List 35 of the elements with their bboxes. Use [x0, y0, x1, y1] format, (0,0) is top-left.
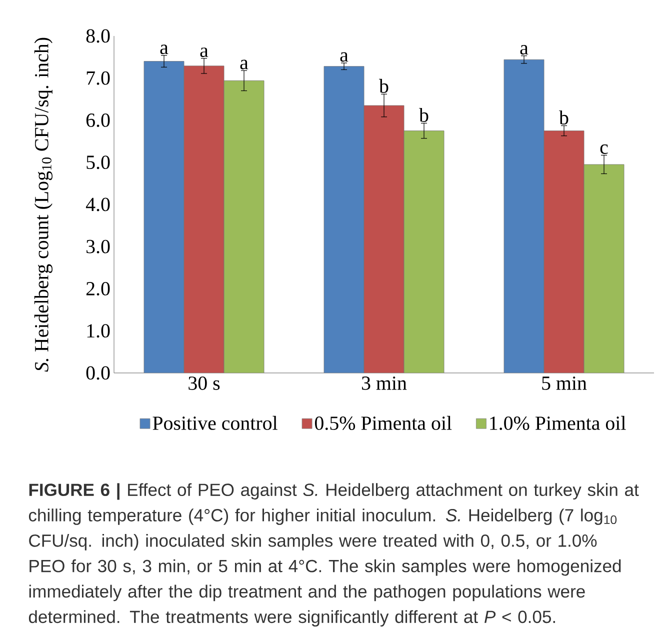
annotation: a	[200, 48, 208, 58]
annotation: a	[160, 44, 168, 54]
y-tick-label: 7.0	[86, 71, 110, 85]
annotation: b	[559, 110, 568, 125]
x-tick-label: 30 s	[188, 376, 220, 390]
bar	[504, 59, 544, 373]
bar	[544, 130, 584, 373]
bar	[404, 130, 444, 373]
y-tick-label: 1.0	[87, 324, 110, 338]
bar	[364, 105, 404, 373]
y-tick-label: 2.0	[86, 282, 110, 296]
y-axis-title: S. Heidelberg count (Log$_{10}$ CFU/sq. inch)	[34, 38, 52, 372]
y-tick-label: 3.0	[86, 240, 110, 254]
bar	[224, 80, 264, 373]
legend-label: 1.0% Pimenta oil	[490, 416, 626, 430]
bar	[324, 66, 364, 373]
x-tick-label: 5 min	[542, 376, 587, 390]
text: FIGURE 6 | Effect of PEO against S. Heidelberg attachment on turkey skin at chilling temperature (4°C) for higher initial inoculum. S. Heidelberg (7 log$_{10}$ CFU/sq. inch) inoculated skin samples were treated with 0, 0.5, or 1.0% PEO for 30 s, 3 min, or 5 min at 4°C. The skin samples were homogenized immediately after the dip treatment and the pathogen populations were determined. The treatments were significantly different at P < 0.05.	[28, 483, 639, 627]
legend-label: 0.5% Pimenta oil	[314, 416, 452, 430]
bar	[184, 66, 224, 373]
annotation: a	[520, 45, 528, 55]
y-tick-label: 4.0	[86, 198, 110, 212]
x-tick-label: 3 min	[362, 376, 407, 390]
legend-label: Positive control	[152, 416, 278, 430]
bar	[584, 164, 624, 373]
annotation: a	[340, 52, 348, 62]
annotation: c	[600, 144, 608, 154]
bar	[144, 61, 184, 373]
y-tick-label: 6.0	[86, 113, 110, 128]
annotation: b	[419, 108, 428, 122]
y-tick-label: 5.0	[86, 156, 110, 170]
annotation: a	[240, 60, 248, 70]
y-tick-label: 0.0	[86, 366, 110, 380]
y-tick-label: 8.0	[86, 29, 110, 43]
annotation: b	[379, 78, 388, 93]
